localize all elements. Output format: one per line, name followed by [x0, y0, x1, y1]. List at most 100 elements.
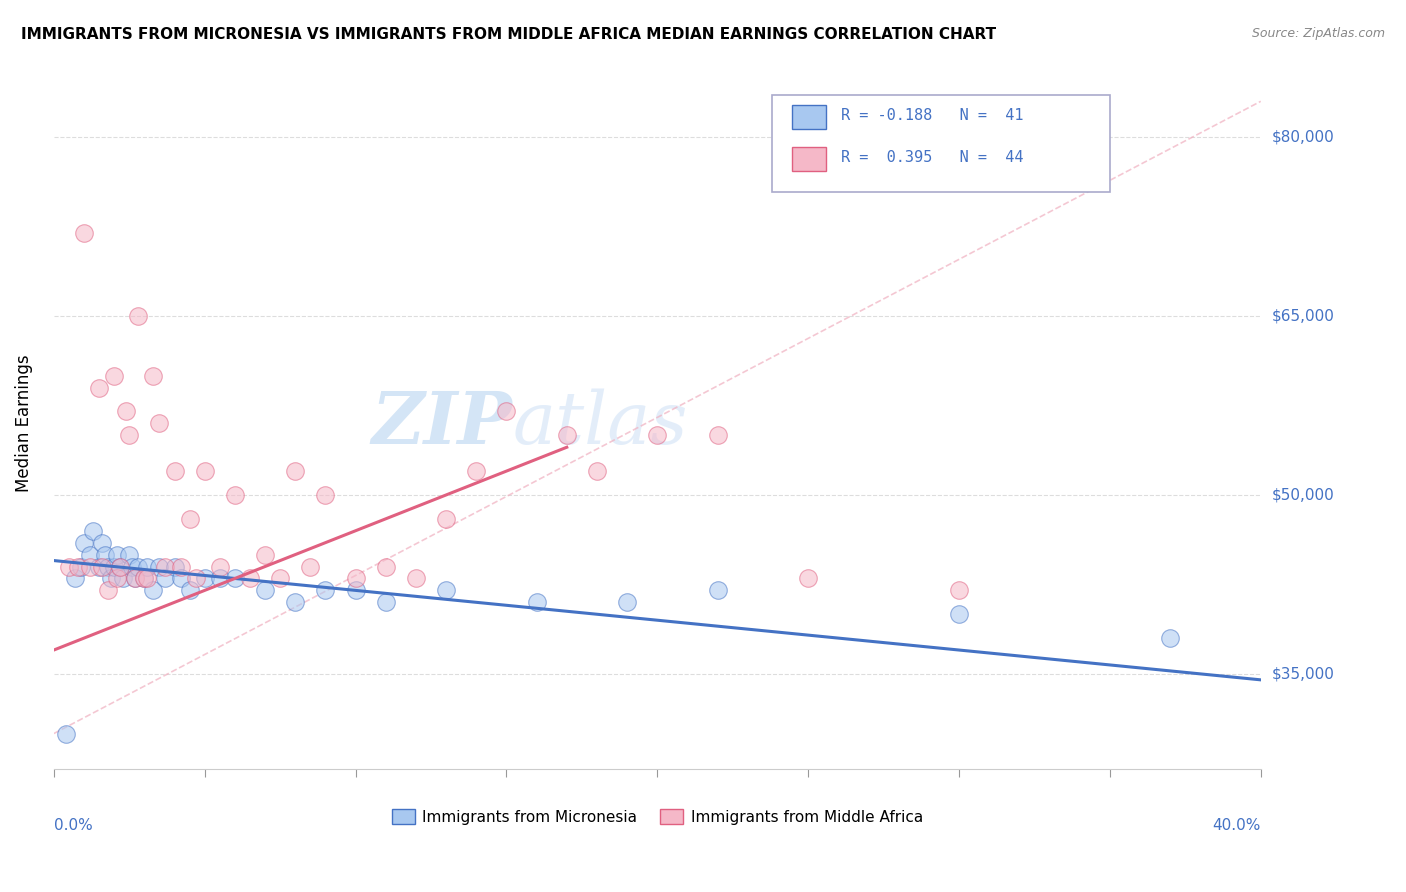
Point [63, 571, 86, 585]
Text: R =  0.395   N =  44: R = 0.395 N = 44 [841, 150, 1024, 164]
Point [706, 428, 728, 442]
Point [208, 571, 231, 585]
Point [344, 583, 367, 598]
Point [706, 583, 728, 598]
FancyBboxPatch shape [793, 146, 827, 171]
Text: R = -0.188   N =  41: R = -0.188 N = 41 [841, 108, 1024, 123]
Point [79, 559, 101, 574]
Point [110, 559, 132, 574]
Point [58, 559, 80, 574]
Point [434, 512, 457, 526]
Point [184, 571, 207, 585]
Text: IMMIGRANTS FROM MICRONESIA VS IMMIGRANTS FROM MIDDLE AFRICA MEDIAN EARNINGS CORR: IMMIGRANTS FROM MICRONESIA VS IMMIGRANTS… [21, 27, 997, 42]
Point [110, 559, 132, 574]
Point [105, 571, 128, 585]
Point [70, 559, 93, 574]
Point [155, 571, 177, 585]
Point [299, 559, 322, 574]
Point [73, 226, 96, 240]
Point [124, 571, 146, 585]
Point [124, 571, 146, 585]
Point [127, 309, 149, 323]
Point [344, 571, 367, 585]
Point [103, 368, 125, 383]
Point [121, 559, 143, 574]
Text: Source: ZipAtlas.com: Source: ZipAtlas.com [1251, 27, 1385, 40]
Point [224, 488, 246, 502]
Point [127, 559, 149, 574]
Point [97, 559, 120, 574]
Text: $80,000: $80,000 [1272, 129, 1334, 145]
Point [87, 381, 110, 395]
FancyBboxPatch shape [772, 95, 1109, 192]
Point [118, 428, 141, 442]
Point [112, 571, 135, 585]
Point [169, 571, 191, 585]
Point [142, 368, 165, 383]
Point [374, 595, 396, 609]
Point [224, 571, 246, 585]
Point [142, 583, 165, 598]
Point [148, 417, 170, 431]
Point [616, 595, 638, 609]
Point [79, 548, 101, 562]
Point [797, 571, 820, 585]
Text: $50,000: $50,000 [1272, 487, 1334, 502]
Point [136, 559, 159, 574]
Point [105, 548, 128, 562]
Point [55, 726, 77, 740]
Point [155, 559, 177, 574]
Point [254, 583, 277, 598]
Point [434, 583, 457, 598]
Point [284, 595, 307, 609]
Point [586, 464, 609, 478]
Point [134, 571, 156, 585]
Point [1159, 631, 1181, 645]
Point [134, 571, 156, 585]
Point [87, 559, 110, 574]
Point [100, 571, 122, 585]
Point [948, 583, 970, 598]
Point [169, 559, 191, 574]
Point [314, 583, 336, 598]
Point [115, 404, 138, 418]
Text: $65,000: $65,000 [1272, 309, 1334, 324]
Point [179, 512, 201, 526]
Text: $35,000: $35,000 [1272, 666, 1334, 681]
Point [194, 571, 217, 585]
Point [465, 464, 488, 478]
Point [91, 559, 114, 574]
Point [118, 548, 141, 562]
Point [269, 571, 291, 585]
Point [314, 488, 336, 502]
Point [94, 548, 117, 562]
Point [948, 607, 970, 622]
Point [239, 571, 262, 585]
Point [136, 571, 159, 585]
FancyBboxPatch shape [793, 105, 827, 129]
Point [179, 583, 201, 598]
Point [97, 583, 120, 598]
Legend: Immigrants from Micronesia, Immigrants from Middle Africa: Immigrants from Micronesia, Immigrants f… [385, 803, 929, 830]
Point [163, 464, 186, 478]
Y-axis label: Median Earnings: Median Earnings [15, 354, 32, 492]
Point [284, 464, 307, 478]
Point [254, 548, 277, 562]
Point [148, 559, 170, 574]
Point [194, 464, 217, 478]
Point [405, 571, 427, 585]
Point [495, 404, 517, 418]
Text: 40.0%: 40.0% [1212, 818, 1261, 833]
Text: ZIP: ZIP [371, 388, 512, 458]
Point [82, 524, 104, 538]
Point [555, 428, 578, 442]
Point [103, 559, 125, 574]
Point [645, 428, 668, 442]
Point [66, 559, 89, 574]
Point [374, 559, 396, 574]
Point [73, 535, 96, 549]
Point [526, 595, 548, 609]
Point [163, 559, 186, 574]
Point [208, 559, 231, 574]
Text: 0.0%: 0.0% [53, 818, 93, 833]
